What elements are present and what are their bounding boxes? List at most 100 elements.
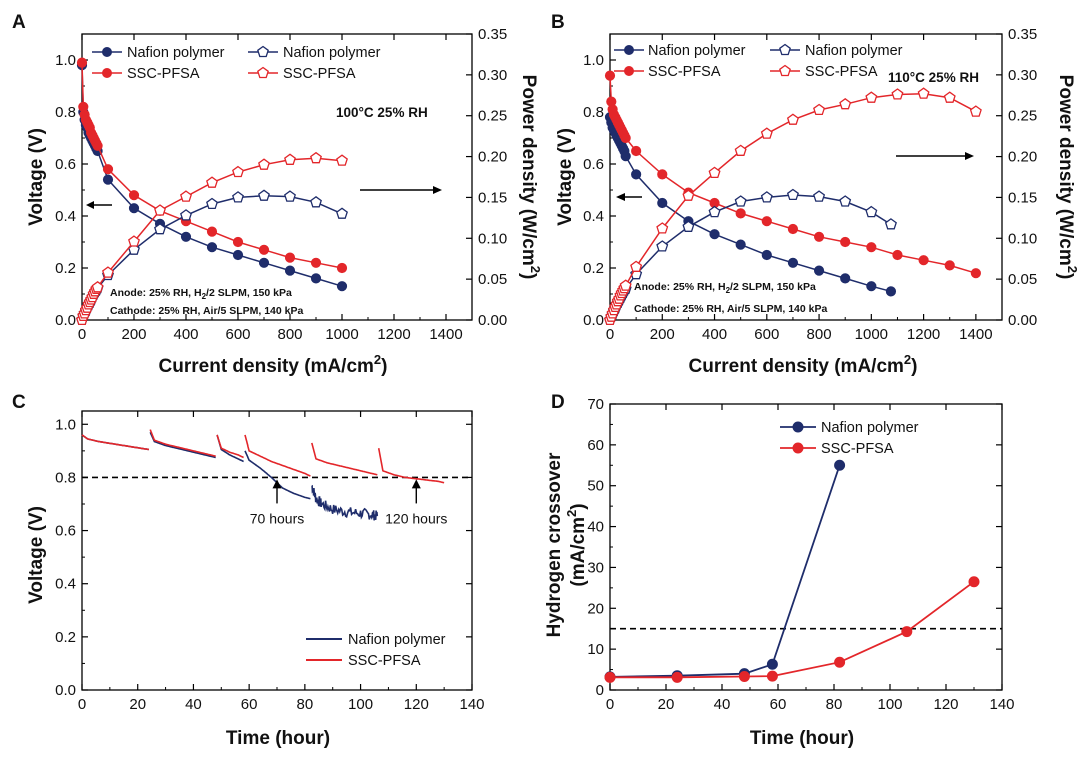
panel-b-ssc-voltage-point (866, 242, 877, 253)
panel-a-nafion-power-point (232, 191, 244, 203)
panel-b-ytick-label: 0.0 (583, 312, 604, 329)
panel-c-ytick-label: 0.8 (55, 469, 76, 486)
panel-b-ytick-label: 0.8 (583, 104, 604, 121)
panel-b-nafion-power-point (813, 190, 826, 202)
panel-a-y2tick-label: 0.25 (478, 108, 507, 125)
panel-d-ytick-label: 0 (596, 682, 604, 699)
panel-c-ytick-label: 0.0 (55, 682, 76, 699)
panel-a-ssc-voltage-point (76, 57, 88, 68)
svg-text:SSC-PFSA: SSC-PFSA (283, 66, 356, 82)
panel-b-ssc-voltage-point (813, 231, 825, 242)
panel-d-ssc-point (671, 671, 683, 683)
panel-d-ylabel-units: (mA/cm2) (564, 503, 589, 586)
panel-a-xtick-label: 1000 (325, 326, 358, 343)
panel-d-ssc-point (604, 671, 616, 683)
panel-d-legend-ssc: SSC-PFSA (780, 441, 894, 457)
panel-b-ssc-power-point (917, 87, 930, 99)
panel-c-nafion-line (244, 450, 311, 500)
panel-b-nafion-voltage-point (840, 273, 851, 284)
panel-a-nafion-voltage-line (81, 65, 343, 287)
panel-b-ssc-voltage-point (735, 208, 746, 219)
panel-c-xtick-label: 100 (348, 696, 373, 713)
panel-c-legend-nafion: Nafion polymer (306, 632, 446, 648)
panel-d-ylabel: Hydrogen crossover (544, 452, 565, 637)
panel-d-nafion-point (766, 658, 778, 670)
panel-a-plot: 0 200 400 600 800 1000 1200 1400 0.0 0.2 0.4 0.6 0.8… (55, 26, 507, 343)
panel-a-nafion-voltage-point (310, 273, 322, 284)
panel-c-ssc-line (149, 429, 216, 457)
panel-c-ssc-line (216, 434, 244, 459)
panel-a-nafion-power-point (180, 209, 192, 221)
panel-a-ssc-power-point (180, 190, 192, 202)
svg-text:Nafion polymer: Nafion polymer (821, 420, 919, 436)
panel-b-ssc-voltage-point (761, 216, 772, 227)
panel-b-ssc-power-point (708, 166, 721, 179)
panel-a-ssc-voltage-point (128, 190, 140, 201)
panel-c-ssc-line (244, 434, 311, 477)
panel-a-nafion-voltage-point (128, 203, 140, 214)
svg-text:Nafion polymer: Nafion polymer (283, 45, 381, 61)
panel-b-nafion-voltage-point (885, 286, 897, 297)
panel-label-b: B (551, 12, 565, 33)
svg-text:SSC-PFSA: SSC-PFSA (127, 66, 200, 82)
panel-b-y2tick-label: 0.20 (1008, 149, 1037, 166)
panel-d-xtick-label: 20 (658, 696, 675, 713)
panel-a: A Current density (mA/cm2) Voltage (V) P… (12, 12, 543, 377)
panel-c-ytick-label: 1.0 (55, 416, 76, 433)
panel-b-y2label: Power density (W/cm2) (1055, 75, 1080, 280)
panel-a-nafion-power-point (258, 189, 270, 201)
panel-b-note-cathode: Cathode: 25% RH, Air/5 SLPM, 140 kPa (634, 303, 827, 315)
panel-b-ssc-voltage-point (657, 169, 668, 180)
panel-a-y2tick-label: 0.20 (478, 149, 507, 166)
svg-text:Nafion polymer: Nafion polymer (648, 43, 746, 59)
panel-c-xlabel: Time (hour) (226, 728, 330, 749)
panel-b-xtick-label: 200 (650, 326, 675, 343)
panel-a-ssc-power-point (128, 235, 140, 247)
panel-b-nafion-power-point (884, 218, 897, 230)
panel-a-nafion-voltage-point (232, 249, 244, 261)
panel-a-ssc-power-point (310, 151, 322, 164)
panel-d-xtick-label: 60 (770, 696, 787, 713)
panel-b-xtick-label: 600 (754, 326, 779, 343)
panel-d-xtick-label: 40 (714, 696, 731, 713)
panel-c-ytick-label: 0.6 (55, 523, 76, 540)
panel-b-y2tick-label: 0.00 (1008, 312, 1037, 329)
panel-a-nafion-power-point (336, 207, 348, 219)
panel-a-legend-voltage-ssc: SSC-PFSA (92, 66, 200, 82)
panel-d-frame (609, 403, 1003, 691)
panel-b-nafion-power-point (865, 205, 878, 218)
panel-b-xtick-label: 400 (702, 326, 727, 343)
panel-b-y2tick-label: 0.05 (1008, 271, 1037, 288)
panel-a-legend-voltage-nafion: Nafion polymer (92, 45, 225, 61)
panel-b-ssc-power-point (865, 91, 878, 103)
panel-a-ssc-power-point (284, 153, 296, 165)
panel-b-y2tick-label: 0.30 (1008, 67, 1037, 84)
panel-b-ssc-power-point (619, 279, 632, 291)
panel-b-nafion-power-point (708, 205, 721, 218)
svg-text:Nafion polymer: Nafion polymer (348, 632, 446, 648)
panel-c-legend-ssc: SSC-PFSA (306, 653, 421, 669)
panel-b-nafion-voltage-point (631, 169, 642, 180)
panel-d-ytick-label: 40 (587, 519, 604, 536)
panel-a-y2tick-label: 0.30 (478, 67, 507, 84)
panel-b-nafion-power-line (609, 194, 892, 321)
panel-b-nafion-power-point (786, 188, 799, 201)
panel-b-ssc-voltage-point (970, 268, 981, 279)
panel-b-ssc-power-point (630, 260, 643, 272)
panel-a-condition: 100°C 25% RH (336, 105, 428, 120)
panel-a-ytick-label: 0.0 (55, 312, 76, 329)
panel-a-ssc-power-point (258, 158, 270, 170)
panel-b-ytick-label: 0.4 (583, 208, 604, 225)
panel-b-ytick-label: 0.6 (583, 156, 604, 173)
panel-d-nafion-point (834, 459, 846, 471)
panel-b-ssc-power-point (760, 127, 773, 139)
panel-b-ssc-power-point (656, 222, 669, 234)
panel-b-ssc-power-point (891, 88, 904, 100)
panel-d-xtick-label: 100 (877, 696, 902, 713)
panel-d-legend: Nafion polymer SSC-PFSA (780, 420, 919, 457)
panel-b-y2tick-label: 0.10 (1008, 230, 1037, 247)
panel-a-legend: Nafion polymer SSC-PFSA Nafion polymer S… (92, 45, 381, 82)
svg-text:SSC-PFSA: SSC-PFSA (348, 653, 421, 669)
panel-b-ssc-voltage-point (918, 255, 929, 266)
panel-b-ssc-voltage-point (631, 145, 642, 157)
